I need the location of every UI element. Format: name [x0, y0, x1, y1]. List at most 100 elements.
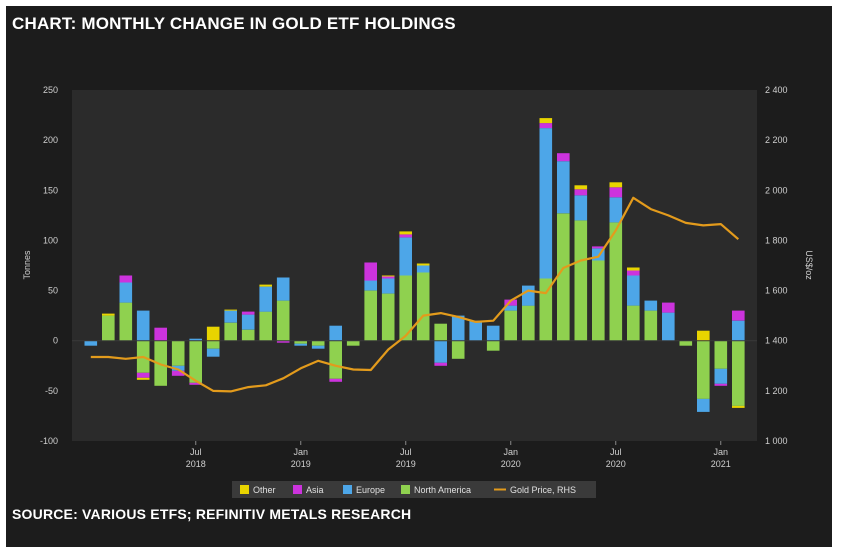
bar-segment-asia — [364, 262, 377, 281]
bar-segment-asia — [399, 234, 412, 238]
bar-segment-north-america — [539, 278, 553, 341]
bar-segment-europe — [329, 325, 342, 341]
bar-segment-europe — [557, 161, 570, 214]
bar-segment-europe — [189, 338, 202, 341]
bar-segment-asia — [714, 383, 728, 386]
bar-segment-north-america — [119, 302, 133, 341]
x-tick-label-month: Jul — [190, 447, 202, 457]
bar-segment-europe — [504, 305, 517, 311]
x-tick-label-month: Jul — [610, 447, 622, 457]
bar-segment-other — [697, 330, 710, 341]
bar-segment-europe — [609, 197, 623, 223]
bar-segment-asia — [189, 382, 202, 385]
y2-tick-label: 1 200 — [765, 386, 788, 396]
bar-segment-europe — [434, 340, 447, 363]
legend-label: Asia — [306, 485, 324, 495]
x-tick-label-year: 2020 — [501, 459, 521, 469]
y-tick-label: -50 — [45, 386, 58, 396]
x-tick-label-year: 2019 — [291, 459, 311, 469]
bar-segment-asia — [662, 302, 675, 313]
bar-segment-north-america — [294, 340, 307, 344]
bar-segment-europe — [119, 282, 133, 303]
bar-segment-north-america — [381, 293, 395, 341]
bar-segment-asia — [381, 276, 395, 279]
bar-segment-north-america — [189, 340, 202, 383]
bar-segment-north-america — [679, 340, 693, 346]
legend-label: Other — [253, 485, 276, 495]
x-tick-label-month: Jan — [293, 447, 308, 457]
bar-segment-other — [539, 118, 553, 124]
bar-segment-asia — [592, 246, 605, 249]
bar-segment-europe — [714, 368, 728, 384]
y2-tick-label: 1 400 — [765, 336, 788, 346]
plot-area — [72, 90, 757, 441]
bar-segment-other — [609, 182, 623, 188]
bar-segment-north-america — [714, 340, 728, 369]
y-tick-label: 100 — [43, 235, 58, 245]
bar-segment-other — [574, 185, 588, 190]
bar-segment-europe — [84, 340, 98, 346]
bar-segment-europe — [469, 320, 482, 341]
bar-segment-north-america — [697, 340, 710, 399]
bar-segment-europe — [381, 278, 395, 294]
bar-segment-north-america — [416, 272, 430, 341]
bar-segment-north-america — [504, 310, 517, 341]
y-tick-label: -100 — [40, 436, 58, 446]
bar-segment-north-america — [311, 340, 325, 346]
y2-tick-label: 1 000 — [765, 436, 788, 446]
bar-segment-north-america — [399, 275, 412, 341]
y-tick-label: 50 — [48, 286, 58, 296]
bar-segment-asia — [329, 378, 342, 382]
bar-segment-asia — [276, 340, 290, 343]
bar-segment-europe — [399, 237, 412, 276]
legend-label: North America — [414, 485, 471, 495]
y2-tick-label: 2 000 — [765, 185, 788, 195]
bar-segment-asia — [627, 270, 640, 276]
bar-segment-europe — [644, 300, 658, 311]
bar-segment-north-america — [486, 340, 500, 351]
bar-segment-europe — [206, 348, 220, 357]
legend-label: Gold Price, RHS — [510, 485, 576, 495]
y-tick-label: 0 — [53, 336, 58, 346]
y2-axis-label: US$/oz — [804, 250, 814, 280]
bar-segment-europe — [259, 286, 272, 312]
y2-tick-label: 1 600 — [765, 286, 788, 296]
legend-swatch-north-america — [401, 485, 410, 494]
legend-swatch-asia — [293, 485, 302, 494]
x-axis: Jul 2018 Jan 2019 Jul 2019 Jan 2020 Jul 2020 Jan 20… — [186, 441, 731, 469]
bar-segment-other — [136, 377, 150, 380]
chart-title: CHART: MONTHLY CHANGE IN GOLD ETF HOLDIN… — [12, 14, 456, 33]
bar-segment-north-america — [224, 322, 237, 341]
bars-group — [84, 118, 745, 412]
y2-tick-label: 2 400 — [765, 85, 788, 95]
bar-segment-north-america — [644, 310, 658, 341]
bar-segment-north-america — [364, 290, 377, 341]
y2-tick-label: 2 200 — [765, 135, 788, 145]
x-tick-label-month: Jan — [503, 447, 518, 457]
bar-segment-europe — [364, 280, 377, 291]
bar-segment-europe — [416, 265, 430, 273]
series-line-gold-price — [90, 196, 740, 393]
bar-segment-north-america — [522, 305, 535, 341]
bar-segment-asia — [154, 327, 167, 341]
bar-segment-north-america — [592, 260, 605, 341]
bar-segment-north-america — [241, 329, 255, 341]
bar-segment-asia — [539, 123, 553, 129]
y2-tick-label: 1 800 — [765, 235, 788, 245]
bar-segment-europe — [627, 275, 640, 306]
bar-segment-europe — [451, 315, 465, 341]
bar-segment-north-america — [329, 340, 342, 379]
bar-segment-europe — [662, 312, 675, 341]
y-tick-label: 250 — [43, 85, 58, 95]
legend-box — [232, 481, 596, 498]
bar-segment-asia — [732, 310, 745, 321]
bar-segment-europe — [294, 343, 307, 346]
bar-segment-north-america — [732, 340, 745, 406]
bar-segment-asia — [504, 299, 517, 306]
bar-segment-other — [381, 275, 395, 277]
legend-label: Europe — [356, 485, 385, 495]
bar-segment-europe — [171, 365, 185, 371]
bar-segment-asia — [574, 189, 588, 196]
legend-swatch-other — [240, 485, 249, 494]
